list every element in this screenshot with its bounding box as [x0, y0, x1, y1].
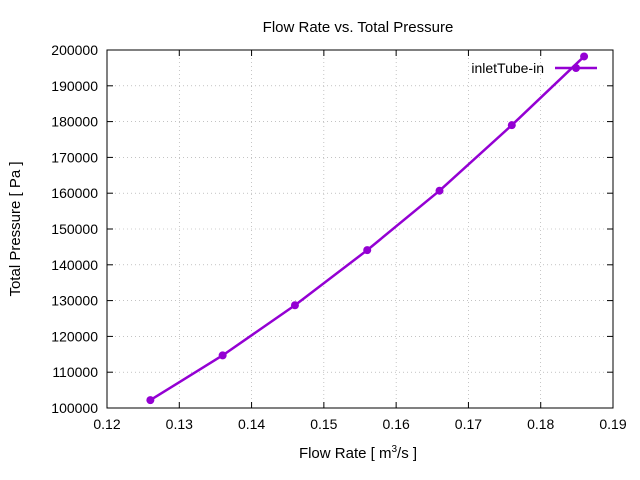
y-axis-label: Total Pressure [ Pa ] [7, 161, 24, 296]
legend-label: inletTube-in [471, 60, 544, 76]
x-tick-label: 0.15 [310, 416, 337, 432]
x-axis-label-tail: /s ] [397, 445, 417, 462]
data-point [363, 246, 372, 255]
chart-title: Flow Rate vs. Total Pressure [263, 19, 454, 36]
y-tick-label: 200000 [51, 42, 98, 58]
x-axis-label-superscript: 3 [391, 444, 397, 455]
x-tick-label: 0.19 [599, 416, 626, 432]
y-tick-label: 120000 [51, 328, 98, 344]
data-point [507, 121, 516, 130]
data-point [435, 186, 444, 195]
y-tick-label: 100000 [51, 400, 98, 416]
y-tick-label: 130000 [51, 293, 98, 309]
y-tick-label: 140000 [51, 257, 98, 273]
y-tick-label: 110000 [52, 364, 98, 380]
data-point [218, 351, 227, 360]
y-tick-label: 180000 [51, 114, 98, 130]
axis-ticks: 0.12 0.13 0.14 0.15 0.16 0.17 0.18 0.19 100000 11… [51, 42, 627, 432]
y-tick-label: 150000 [51, 221, 98, 237]
data-point [580, 52, 589, 61]
x-tick-label: 0.14 [238, 416, 265, 432]
x-tick-label: 0.13 [166, 416, 193, 432]
x-tick-label: 0.16 [383, 416, 410, 432]
x-tick-label: 0.17 [455, 416, 482, 432]
x-axis-label: Flow Rate [ m3/s ] [299, 444, 417, 462]
y-tick-label: 160000 [51, 185, 98, 201]
x-tick-label: 0.18 [527, 416, 554, 432]
grid [107, 50, 613, 408]
series-layer [146, 52, 589, 405]
x-axis-label-main: Flow Rate [ m [299, 445, 392, 462]
legend-marker [572, 64, 580, 72]
data-point [146, 396, 155, 405]
data-point [290, 301, 299, 310]
legend: inletTube-in [471, 60, 597, 76]
y-tick-label: 190000 [51, 78, 98, 94]
series-line [149, 55, 585, 402]
y-tick-label: 170000 [51, 149, 98, 165]
x-tick-label: 0.12 [93, 416, 120, 432]
